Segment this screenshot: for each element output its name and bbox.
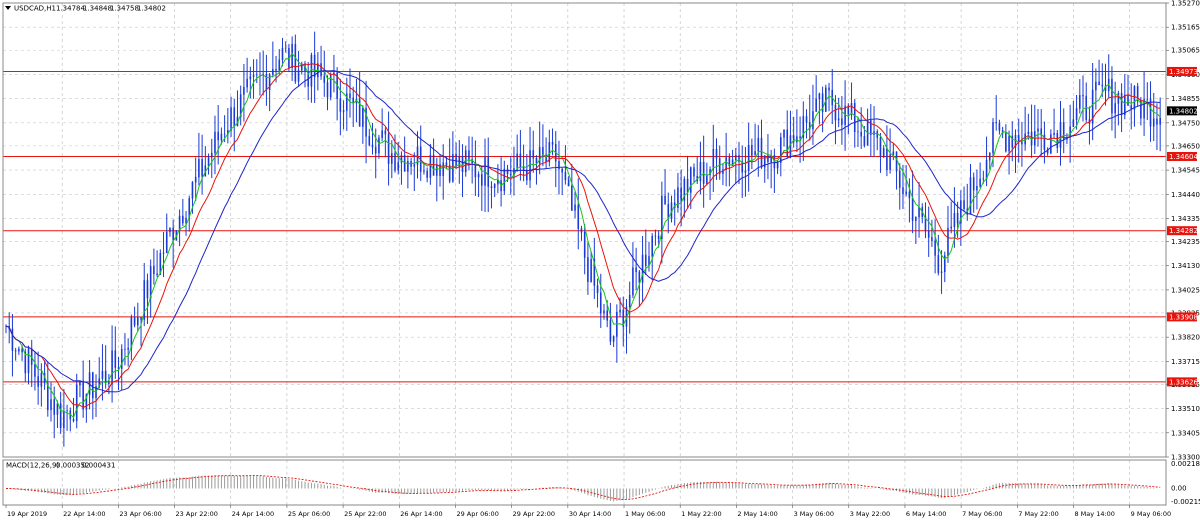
ohlc-value: 1.34848 [83,5,112,13]
time-tick-label: 1 May 22:00 [681,510,721,518]
time-tick-label: 9 May 06:00 [1131,510,1171,518]
grid [3,2,1166,505]
level-price-tag [1167,312,1197,322]
time-tick-label: 25 Apr 22:00 [344,510,386,518]
horizontal-levels [3,70,1166,383]
price-tick-label: 1.35165 [1171,24,1200,32]
time-tick-label: 25 Apr 06:00 [288,510,330,518]
ohlc-value: 1.34784 [56,5,85,13]
time-tick-label: 7 May 06:00 [962,510,1002,518]
time-tick-label: 6 May 14:00 [906,510,946,518]
time-tick-label: 3 May 06:00 [794,510,834,518]
time-tick-label: 22 Apr 14:00 [63,510,105,518]
symbol-title: USDCAD,H1 [14,5,56,13]
price-tick-label: 1.34335 [1171,215,1200,223]
current-price-tag [1167,106,1197,116]
level-price-tag [1167,151,1197,161]
level-price-label: 1.33626 [1169,378,1198,386]
level-price-label: 1.34282 [1169,227,1198,235]
price-tick-label: 1.34750 [1171,119,1200,127]
macd-panel [6,475,1161,502]
moving-averages [5,52,1161,419]
time-tick-label: 29 Apr 06:00 [456,510,498,518]
price-tick-label: 1.34440 [1171,191,1200,199]
ma-slow-line [5,70,1161,393]
ohlc-value: 1.34758 [110,5,139,13]
level-price-label: 1.34973 [1169,68,1198,76]
time-tick-label: 23 Apr 06:00 [119,510,161,518]
price-tick-label: 1.33715 [1171,358,1200,366]
price-tick-label: 1.34545 [1171,167,1200,175]
price-tick-label: 1.34025 [1171,286,1200,294]
time-tick-label: 2 May 14:00 [737,510,777,518]
level-price-label: 1.34604 [1169,153,1198,161]
price-tick-label: 1.35270 [1171,0,1200,8]
price-tick-label: 1.34855 [1171,95,1200,103]
time-tick-label: 3 May 22:00 [850,510,890,518]
price-tick-label: 1.33405 [1171,429,1200,437]
level-price-label: 1.33908 [1169,313,1198,321]
time-tick-label: 8 May 14:00 [1074,510,1114,518]
price-tick-label: 1.34235 [1171,238,1200,246]
macd-signal-line [6,475,1161,500]
time-tick-label: 1 May 06:00 [625,510,665,518]
price-tick-label: 1.34650 [1171,142,1200,150]
time-tick-label: 19 Apr 2019 [7,510,47,518]
level-price-tag [1167,377,1197,387]
price-tick-label: 1.33820 [1171,334,1200,342]
price-tick-label: 1.33510 [1171,405,1200,413]
time-tick-label: 30 Apr 14:00 [569,510,611,518]
time-tick-label: 24 Apr 14:00 [232,510,274,518]
time-tick-label: 23 Apr 22:00 [176,510,218,518]
macd-tick-label: 0.00 [1171,485,1187,493]
labels: 1.34973 1.34604 1.34282 1.33908 1.33626 1.348… [5,5,1198,470]
time-tick-label: 29 Apr 22:00 [513,510,555,518]
macd-tick-label: 0.002181 [1171,460,1200,468]
ma-mid-line [5,63,1161,408]
price-tick-label: 1.34130 [1171,262,1200,270]
macd-value: 0.000431 [82,462,115,470]
price-tick-label: 1.35065 [1171,47,1200,55]
current-price-label: 1.34802 [1169,107,1198,115]
price-panel-frame [2,2,1167,458]
macd-title: MACD(12,26,9) [6,462,59,470]
ohlc-value: 1.34802 [137,5,166,13]
level-price-tag [1167,226,1197,236]
level-price-tag [1167,66,1197,76]
time-tick-label: 7 May 22:00 [1018,510,1058,518]
macd-value: 0.000352 [56,462,89,470]
ma-fast-line [5,52,1161,419]
triangle-down-icon[interactable] [5,6,11,10]
time-tick-label: 26 Apr 14:00 [400,510,442,518]
macd-panel-frame [2,459,1167,506]
macd-tick-label: -0.002154 [1171,498,1200,506]
price-tick-label: 1.33300 [1171,454,1200,462]
